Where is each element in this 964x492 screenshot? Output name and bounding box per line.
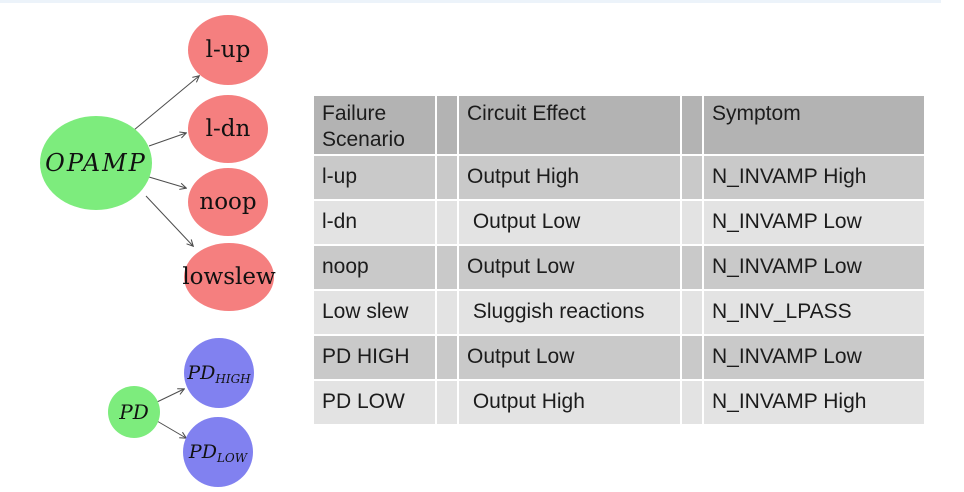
cell-symptom: N_INVAMP High bbox=[704, 381, 924, 424]
cell-symptom: N_INV_LPASS bbox=[704, 291, 924, 334]
cell-scenario: noop bbox=[314, 246, 435, 289]
cell-scenario: Low slew bbox=[314, 291, 435, 334]
node-opamp-label: OPAMP bbox=[45, 149, 147, 177]
cell-effect: Output High bbox=[459, 381, 680, 424]
pd-low-sub: LOW bbox=[216, 451, 249, 465]
cell-spacer bbox=[682, 336, 702, 379]
node-pd-high-label: PDHIGH bbox=[186, 362, 251, 386]
cell-spacer bbox=[682, 381, 702, 424]
pd-high-sub: HIGH bbox=[214, 372, 251, 386]
cell-effect: Output Low bbox=[459, 336, 680, 379]
node-l-up-label: l-up bbox=[206, 37, 251, 63]
cell-effect: Output Low bbox=[459, 246, 680, 289]
cell-symptom: N_INVAMP Low bbox=[704, 201, 924, 244]
cell-scenario: l-dn bbox=[314, 201, 435, 244]
node-l-dn bbox=[188, 95, 268, 163]
cell-spacer bbox=[437, 291, 457, 334]
node-noop bbox=[188, 168, 268, 236]
header-spacer-1 bbox=[437, 96, 457, 154]
cell-symptom: N_INVAMP Low bbox=[704, 336, 924, 379]
cell-spacer bbox=[437, 381, 457, 424]
node-l-up bbox=[188, 15, 268, 85]
header-spacer-2 bbox=[682, 96, 702, 154]
cell-effect: Output High bbox=[459, 156, 680, 199]
header-symptom: Symptom bbox=[704, 96, 924, 154]
edge-opamp-noop bbox=[148, 176, 186, 188]
node-l-dn-label: l-dn bbox=[206, 116, 251, 142]
cell-spacer bbox=[437, 246, 457, 289]
edge-pd-pdlow bbox=[156, 420, 186, 438]
fault-tree-diagram: OPAMP l-up l-dn noop lowslew PD PDHIGH P… bbox=[40, 15, 276, 487]
cell-scenario: l-up bbox=[314, 156, 435, 199]
edge-opamp-lowslew bbox=[145, 195, 193, 246]
edge-opamp-lup bbox=[133, 76, 199, 131]
cell-symptom: N_INVAMP Low bbox=[704, 246, 924, 289]
node-pd-label: PD bbox=[118, 400, 149, 424]
cell-spacer bbox=[682, 291, 702, 334]
pd-high-base: PD bbox=[186, 362, 215, 384]
cell-spacer bbox=[682, 156, 702, 199]
cell-spacer bbox=[437, 336, 457, 379]
node-pd bbox=[108, 386, 160, 438]
pd-low-base: PD bbox=[188, 441, 217, 463]
cell-effect: Sluggish reactions bbox=[459, 291, 680, 334]
cell-scenario: PD LOW bbox=[314, 381, 435, 424]
cell-spacer bbox=[682, 246, 702, 289]
cell-symptom: N_INVAMP High bbox=[704, 156, 924, 199]
cell-scenario: PD HIGH bbox=[314, 336, 435, 379]
header-circuit-effect: Circuit Effect bbox=[459, 96, 680, 154]
cell-effect: Output Low bbox=[459, 201, 680, 244]
node-pd-low bbox=[183, 417, 253, 487]
edge-opamp-ldn bbox=[148, 133, 186, 147]
cell-spacer bbox=[682, 201, 702, 244]
opamp-tree-edges bbox=[133, 76, 199, 246]
node-pd-low-label: PDLOW bbox=[188, 441, 249, 465]
node-noop-label: noop bbox=[199, 189, 256, 215]
top-accent-strip bbox=[0, 0, 941, 3]
node-lowslew-label: lowslew bbox=[182, 264, 276, 290]
header-failure-scenario: Failure Scenario bbox=[314, 96, 435, 154]
node-lowslew bbox=[184, 243, 274, 311]
cell-spacer bbox=[437, 156, 457, 199]
pd-tree-edges bbox=[156, 389, 186, 438]
edge-pd-pdhigh bbox=[156, 389, 184, 403]
node-pd-high bbox=[184, 338, 254, 408]
node-opamp bbox=[40, 116, 152, 210]
failure-scenario-table: Failure Scenario Circuit Effect Symptom … bbox=[314, 96, 924, 424]
cell-spacer bbox=[437, 201, 457, 244]
